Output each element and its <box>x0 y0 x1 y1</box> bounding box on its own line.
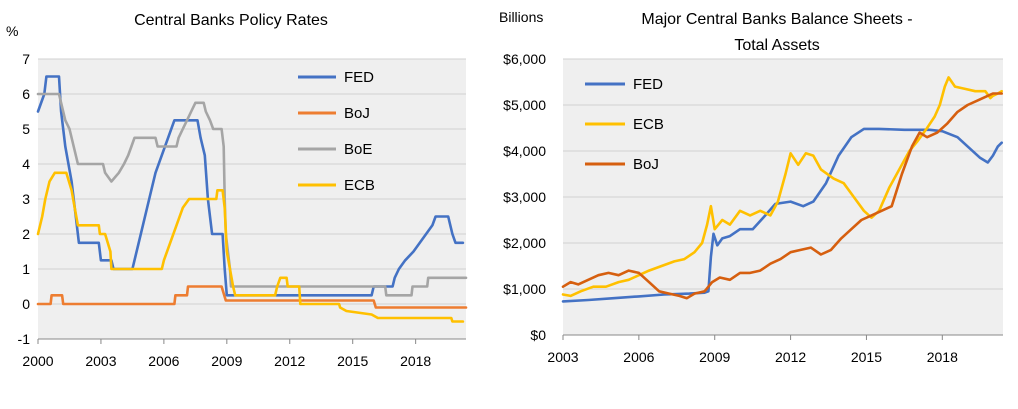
balance-sheets-series-boj-line <box>561 92 1003 300</box>
policy-rates-series-fed-line <box>36 75 465 297</box>
balance-sheets-y-tick-label: $6,000 <box>503 51 546 67</box>
balance-sheets-chart: $0 $1,000 $2,000 $3,000 $4,000 $5,000 $6,000 2… <box>499 9 1003 365</box>
balance-sheets-x-tick-label: 2015 <box>851 349 882 365</box>
policy-rates-x-tick-label: 2003 <box>85 353 116 369</box>
policy-rates-legend-label-boe: BoE <box>344 141 372 158</box>
policy-rates-x-tick-label: 2018 <box>400 353 431 369</box>
balance-sheets-x-tick-label: 2003 <box>547 349 578 365</box>
policy-rates-x-tick-label: 2009 <box>211 353 242 369</box>
balance-sheets-legend-label-fed: FED <box>633 76 663 93</box>
policy-rates-x-tick-label: 2012 <box>274 353 305 369</box>
policy-rates-y-tick-label: 5 <box>22 121 30 137</box>
balance-sheets-series-ecb-line <box>561 76 1003 298</box>
balance-sheets-y-tick-label: $0 <box>530 327 546 343</box>
policy-rates-legend-label-boj: BoJ <box>344 105 370 122</box>
balance-sheets-y-tick-label: $1,000 <box>503 281 546 297</box>
balance-sheets-title-line-2: Total Assets <box>734 37 819 54</box>
policy-rates-y-tick-label: 2 <box>22 226 30 242</box>
policy-rates-x-tick-label: 2015 <box>337 353 368 369</box>
policy-rates-x-tick-label: 2000 <box>22 353 53 369</box>
policy-rates-legend-label-fed: FED <box>344 69 374 86</box>
balance-sheets-x-tick-label: 2012 <box>775 349 806 365</box>
balance-sheets-legend-label-boj: BoJ <box>633 156 659 173</box>
policy-rates-y-tick-label: 4 <box>22 156 30 172</box>
policy-rates-y-tick-label: 1 <box>22 261 30 277</box>
policy-rates-y-tick-label: -1 <box>18 331 31 347</box>
balance-sheets-x-tick-label: 2018 <box>927 349 958 365</box>
policy-rates-series-boj-line <box>36 285 468 309</box>
policy-rates-y-tick-label: 7 <box>22 51 30 67</box>
balance-sheets-y-tick-label: $5,000 <box>503 97 546 113</box>
policy-rates-y-unit: % <box>6 23 18 39</box>
policy-rates-y-tick-label: 3 <box>22 191 30 207</box>
balance-sheets-x-tick-label: 2006 <box>623 349 654 365</box>
policy-rates-y-tick-label: 6 <box>22 86 30 102</box>
balance-sheets-title-line-1: Major Central Banks Balance Sheets - <box>641 11 912 28</box>
policy-rates-title: Central Banks Policy Rates <box>134 12 328 29</box>
policy-rates-x-tick-label: 2006 <box>148 353 179 369</box>
balance-sheets-y-unit: Billions <box>499 9 543 25</box>
balance-sheets-x-tick-label: 2009 <box>699 349 730 365</box>
balance-sheets-legend-label-ecb: ECB <box>633 116 664 133</box>
policy-rates-y-tick-label: 0 <box>22 296 30 312</box>
policy-rates-series-ecb-line <box>36 171 465 323</box>
balance-sheets-y-tick-label: $3,000 <box>503 189 546 205</box>
policy-rates-series-boe-line <box>36 92 468 297</box>
balance-sheets-y-tick-label: $2,000 <box>503 235 546 251</box>
balance-sheets-y-tick-label: $4,000 <box>503 143 546 159</box>
policy-rates-legend-label-ecb: ECB <box>344 177 375 194</box>
